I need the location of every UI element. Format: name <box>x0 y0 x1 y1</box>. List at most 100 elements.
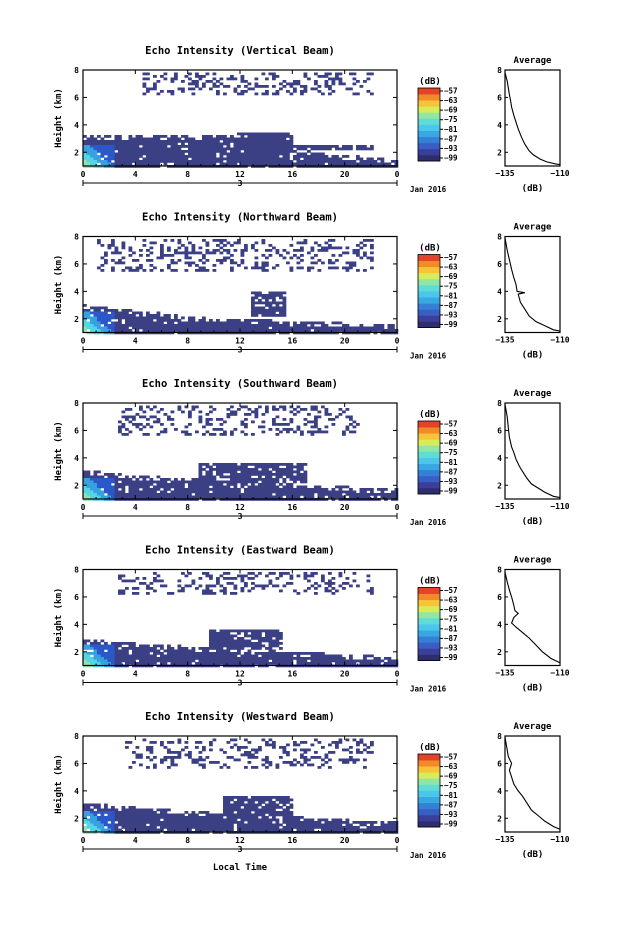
heatmap-cell <box>230 326 234 330</box>
heatmap-cell <box>139 659 143 663</box>
heatmap-cell <box>310 266 315 270</box>
heatmap-cell <box>156 160 161 163</box>
heatmap-cell <box>212 433 217 436</box>
heatmap-cell <box>373 324 378 327</box>
heatmap-cell <box>128 483 133 486</box>
heatmap-cell <box>156 152 161 156</box>
heatmap-cell <box>240 654 245 658</box>
heatmap-cell <box>216 470 220 474</box>
heatmap-cell <box>230 324 234 327</box>
heatmap-cell <box>149 269 154 272</box>
heatmap-cell <box>244 160 248 163</box>
heatmap-cell <box>338 246 343 250</box>
heatmap-cell <box>184 584 189 588</box>
x-tick-label: 4 <box>133 503 138 512</box>
heatmap-cell <box>128 642 133 645</box>
heatmap-cell <box>216 632 220 635</box>
heatmap-cells <box>83 239 399 335</box>
heatmap-cell <box>251 140 255 143</box>
heatmap-cell <box>275 473 280 476</box>
y-tick-label: 6 <box>74 93 79 102</box>
heatmap-cell <box>317 657 322 660</box>
heatmap-cell <box>265 470 269 474</box>
heatmap-cell <box>142 652 147 655</box>
heatmap-cell <box>195 326 199 330</box>
heatmap-cell <box>366 162 371 166</box>
heatmap-cell <box>100 150 105 153</box>
heatmap-cell <box>356 584 360 588</box>
profile-y-tick-label: 4 <box>497 454 502 463</box>
heatmap-cell <box>345 659 350 663</box>
heatmap-cell <box>251 135 255 138</box>
heatmap-cell <box>132 751 136 754</box>
heatmap-cell <box>181 654 185 658</box>
heatmap-cell <box>135 152 140 156</box>
heatmap-cell <box>254 145 259 148</box>
heatmap-cell <box>195 85 199 88</box>
heatmap-cell <box>205 430 210 434</box>
heatmap-cell <box>97 142 101 146</box>
heatmap-cell <box>139 137 143 141</box>
heatmap-cell <box>265 301 269 305</box>
heatmap-cell <box>202 324 206 327</box>
heatmap-cell <box>310 152 315 156</box>
heatmap-cell <box>289 657 294 660</box>
heatmap-cell <box>254 647 259 650</box>
heatmap-cell <box>153 147 157 151</box>
heatmap-cell <box>307 321 311 325</box>
heatmap-cell <box>254 473 259 476</box>
heatmap-cell <box>104 808 108 812</box>
heatmap-cell <box>268 294 273 297</box>
heatmap-cell <box>303 75 308 78</box>
profile-x-tick-label: −135 <box>495 502 514 511</box>
heatmap-cell <box>219 155 224 158</box>
heatmap-cell <box>324 408 329 411</box>
heatmap-cell <box>205 589 210 593</box>
heatmap-cell <box>363 244 367 247</box>
heatmap-cell <box>83 818 87 822</box>
heatmap-cell <box>163 145 168 148</box>
heatmap-cell <box>93 490 98 494</box>
heatmap-cell <box>233 475 238 479</box>
heatmap-cell <box>303 241 308 245</box>
colorbar-segment <box>418 321 440 328</box>
heatmap-cell <box>198 410 203 414</box>
heatmap-cell <box>128 488 133 491</box>
heatmap-cell <box>212 637 217 640</box>
heatmap-cell <box>258 801 262 804</box>
heatmap-cell <box>195 813 199 817</box>
heatmap-cell <box>118 473 122 476</box>
heatmap-cell <box>345 251 350 255</box>
heatmap-cell <box>184 155 189 158</box>
heatmap-cell <box>293 162 297 166</box>
heatmap-cell <box>107 475 112 479</box>
heatmap-cell <box>373 495 378 499</box>
heatmap-cell <box>314 87 318 91</box>
heatmap-cell <box>237 468 241 471</box>
heatmap-cell <box>111 475 115 479</box>
heatmap-cell <box>128 152 133 156</box>
heatmap-cell <box>244 246 248 250</box>
heatmap-cell <box>275 309 280 312</box>
heatmap-cell <box>184 821 189 824</box>
heatmap-cell <box>128 808 133 812</box>
heatmap-cell <box>258 329 262 332</box>
heatmap-cell <box>226 582 231 585</box>
heatmap-cell <box>125 647 129 650</box>
heatmap-cell <box>188 415 192 419</box>
heatmap-cell <box>335 75 339 78</box>
heatmap-cell <box>303 145 308 148</box>
heatmap-cell <box>212 162 217 166</box>
heatmap-cell <box>212 150 217 153</box>
heatmap-cell <box>265 264 269 267</box>
colorbar-tick-label: −93 <box>444 643 458 652</box>
heatmap-cell <box>132 587 136 590</box>
y-tick-label: 4 <box>74 121 79 130</box>
heatmap-cell <box>251 806 255 809</box>
heatmap-cell <box>142 485 147 489</box>
heatmap-cell <box>216 480 220 484</box>
heatmap-cell <box>254 634 259 638</box>
heatmap-cell <box>254 803 259 807</box>
heatmap-cell <box>167 418 171 421</box>
x-tick-label: 20 <box>340 503 350 512</box>
